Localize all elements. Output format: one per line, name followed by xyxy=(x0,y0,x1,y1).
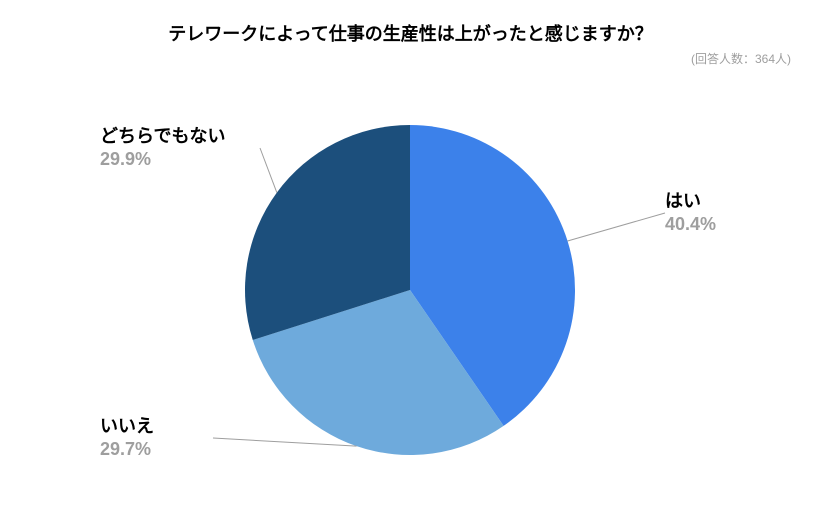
slice-name: どちらでもない xyxy=(100,125,225,148)
slice-name: はい xyxy=(665,190,716,213)
leader-line xyxy=(568,213,665,241)
chart-subtitle: (回答人数：364人) xyxy=(691,50,791,67)
leader-line xyxy=(260,148,277,193)
slice-label-yes: はい 40.4% xyxy=(665,190,716,235)
chart-title: テレワークによって仕事の生産性は上がったと感じますか？ xyxy=(0,20,821,46)
slice-pct: 29.7% xyxy=(100,438,154,461)
slice-name: いいえ xyxy=(100,415,154,438)
slice-label-neither: どちらでもない 29.9% xyxy=(100,125,225,170)
chart-container: { "chart": { "type": "pie", "title": "テレ… xyxy=(0,0,821,508)
leader-line xyxy=(213,438,357,446)
slice-pct: 40.4% xyxy=(665,213,716,236)
slice-label-no: いいえ 29.7% xyxy=(100,415,154,460)
slice-pct: 29.9% xyxy=(100,148,225,171)
